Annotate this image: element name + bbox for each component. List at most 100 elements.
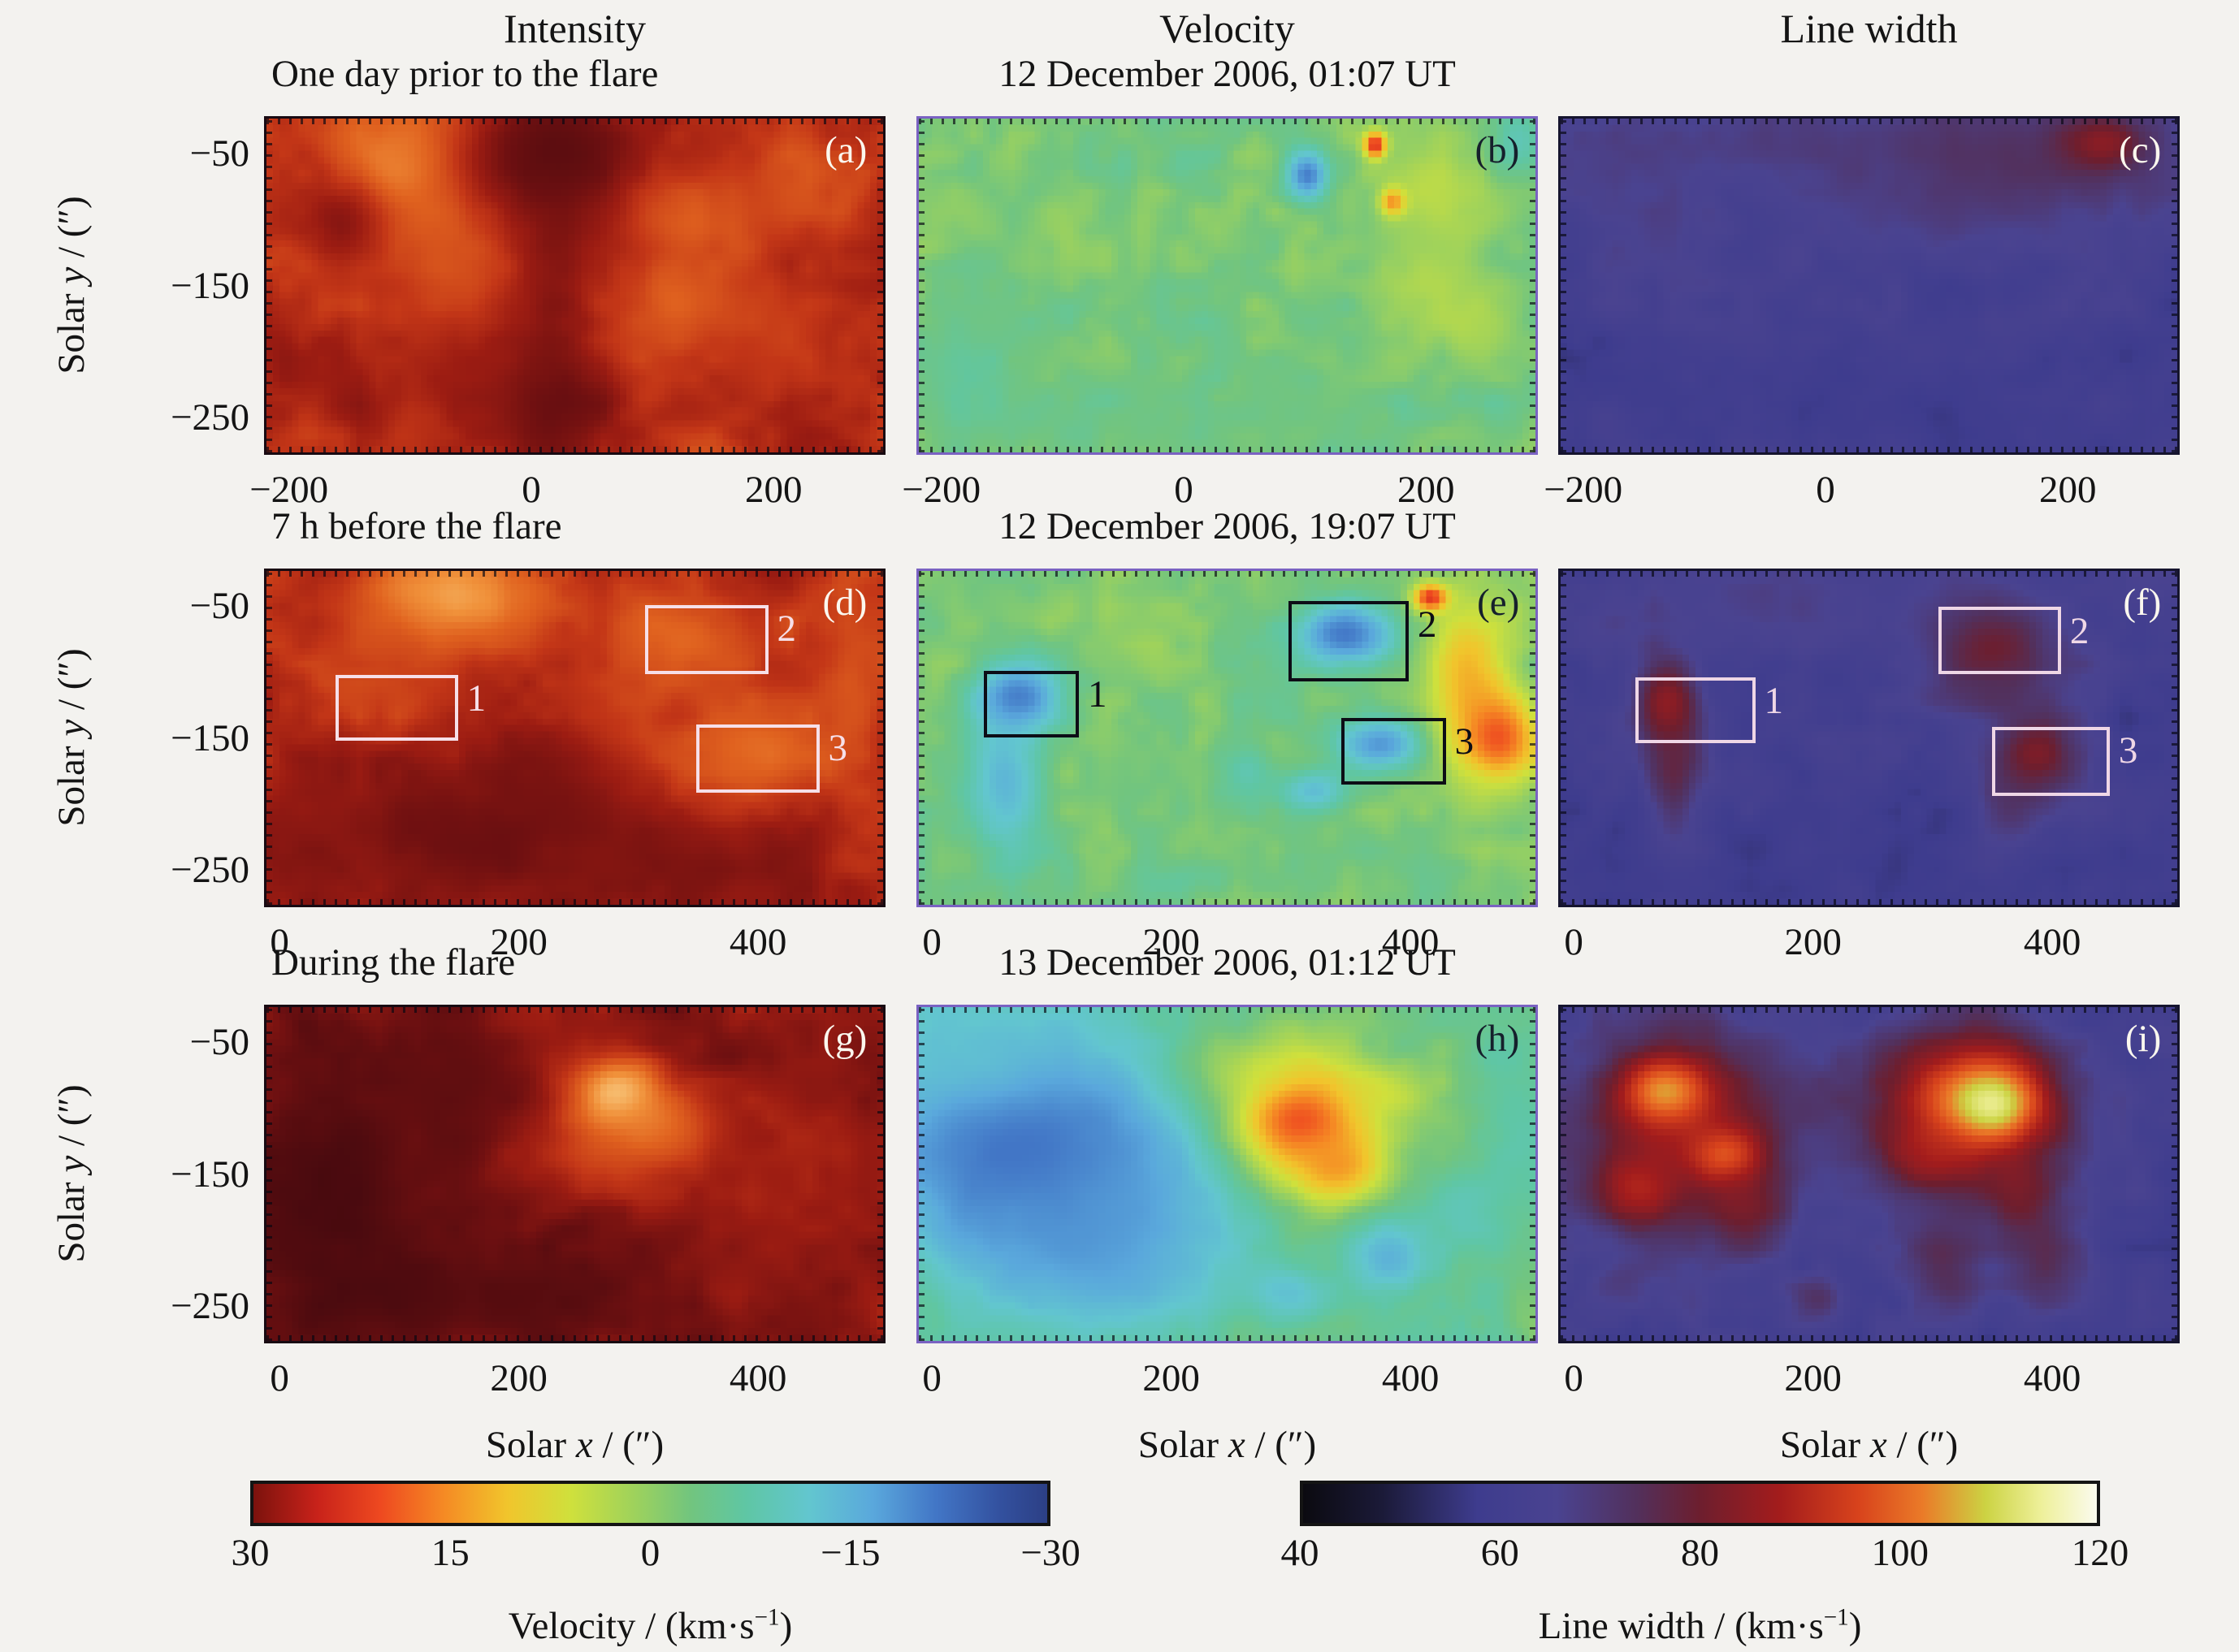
row-title-2: 7 h before the flare	[271, 505, 562, 547]
roi-label-e-1: 1	[1087, 673, 1107, 716]
x-axis-label-pre: Solar	[1137, 1424, 1228, 1466]
roi-box-e-1	[983, 671, 1080, 738]
panel-letter-a: (a)	[825, 129, 868, 172]
linewidth-caption-pre: Line width / (km·s	[1538, 1605, 1824, 1647]
velocity-colorbar-tick-2: 15	[431, 1532, 470, 1574]
x-axis-label-var: x	[575, 1424, 593, 1466]
velocity-caption-post: )	[779, 1605, 793, 1647]
y-tick-row3-2: −150	[170, 1153, 249, 1196]
row-time-title-2: 12 December 2006, 19:07 UT	[998, 505, 1456, 547]
y-tick-row2-1: −50	[189, 585, 249, 628]
x-tick-row2-col1-2: 200	[490, 921, 548, 963]
column-header-linewidth-text: Line width	[1780, 6, 1958, 51]
x-tick-row2-col3-2: 200	[1784, 921, 1842, 963]
column-header-velocity-text: Velocity	[1159, 6, 1295, 51]
velocity-colorbar-tick-5: −30	[1020, 1532, 1081, 1574]
x-tick-row1-col1-1: −200	[249, 469, 329, 511]
x-tick-row2-col2-1: 0	[922, 921, 942, 963]
velocity-colorbar-tick-1: 30	[231, 1532, 270, 1574]
roi-label-f-3: 3	[2118, 729, 2138, 772]
x-axis-label-pre: Solar	[485, 1424, 576, 1466]
panel-letter-b: (b)	[1475, 129, 1520, 172]
column-header-intensity-text: Intensity	[504, 6, 646, 51]
x-tick-row2-col2-2: 200	[1142, 921, 1200, 963]
y-tick-row1-2: −150	[170, 264, 249, 307]
y-tick-row3-1: −50	[189, 1021, 249, 1064]
linewidth-colorbar-ticks: 40 60 80 100 120	[1281, 1531, 2129, 1583]
x-axis-label-var: x	[1869, 1424, 1887, 1466]
panel-f: 1 2 3 (f)	[1558, 569, 2180, 907]
y-tick-row3-3: −250	[170, 1284, 249, 1327]
x-tick-row3-col3-3: 400	[2023, 1357, 2081, 1399]
roi-box-f-3	[1991, 726, 2111, 796]
row-title-3: During the flare	[271, 941, 516, 984]
linewidth-colorbar: 40 60 80 100 120 Line width / (km·s−1)	[1281, 1481, 2129, 1648]
heatmap-i	[1561, 1007, 2177, 1341]
roi-label-e-2: 2	[1418, 603, 1437, 647]
column-header-velocity: Velocity	[916, 5, 1538, 52]
panel-letter-e: (e)	[1477, 582, 1520, 625]
velocity-caption-sup: −1	[754, 1604, 780, 1631]
y-tick-row1-1: −50	[189, 132, 249, 175]
x-tick-row3-col1-2: 200	[490, 1357, 548, 1399]
x-tick-row2-col3-3: 400	[2023, 921, 2081, 963]
x-axis-label-col-2: Solar x / (″)	[916, 1423, 1538, 1467]
linewidth-colorbar-gradient	[1300, 1481, 2100, 1526]
linewidth-colorbar-caption: Line width / (km·s−1)	[1300, 1604, 2100, 1648]
roi-box-f-1	[1635, 677, 1756, 744]
x-tick-row2-col1-1: 0	[270, 921, 289, 963]
velocity-colorbar-caption: Velocity / (km·s−1)	[250, 1604, 1050, 1648]
x-axis-label-var: x	[1228, 1424, 1245, 1466]
linewidth-colorbar-tick-1: 40	[1280, 1532, 1319, 1574]
x-axis-label-col-1: Solar x / (″)	[264, 1423, 886, 1467]
roi-label-f-2: 2	[2069, 609, 2090, 652]
panel-letter-h: (h)	[1475, 1018, 1520, 1061]
column-header-intensity: Intensity	[264, 5, 886, 52]
velocity-caption-pre: Velocity / (km·s	[508, 1605, 755, 1647]
roi-box-f-2	[1938, 607, 2062, 674]
y-tick-row2-2: −150	[170, 716, 249, 759]
x-tick-row3-col1-3: 400	[729, 1357, 787, 1399]
heatmap-c	[1561, 119, 2177, 452]
velocity-colorbar-ticks: 30 15 0 −15 −30	[232, 1531, 1081, 1583]
panel-g: (g)	[264, 1005, 886, 1343]
x-tick-row1-col3-1: −200	[1544, 469, 1623, 511]
x-tick-row1-col3-3: 200	[2039, 469, 2097, 511]
x-tick-row3-col2-2: 200	[1142, 1357, 1200, 1399]
x-tick-row2-col1-3: 400	[729, 921, 787, 963]
velocity-colorbar-gradient	[250, 1481, 1050, 1526]
x-tick-row3-col1-1: 0	[270, 1357, 289, 1399]
roi-label-f-1: 1	[1764, 679, 1783, 722]
linewidth-caption-post: )	[1848, 1605, 1862, 1647]
roi-box-e-3	[1340, 717, 1446, 785]
y-axis-label-post: / (″)	[50, 196, 93, 267]
x-tick-row3-col3-2: 200	[1784, 1357, 1842, 1399]
row-title-1: One day prior to the flare	[271, 53, 659, 95]
panel-c: (c)	[1558, 116, 2180, 455]
panel-e: 1 2 3 (e)	[916, 569, 1538, 907]
linewidth-colorbar-tick-2: 60	[1480, 1532, 1519, 1574]
heatmap-h	[919, 1007, 1535, 1341]
roi-box-d-2	[645, 605, 769, 674]
heatmap-b	[919, 119, 1535, 452]
x-tick-row3-col2-3: 400	[1381, 1357, 1440, 1399]
panel-letter-c: (c)	[2119, 129, 2162, 172]
roi-label-d-1: 1	[466, 677, 487, 720]
y-axis-label-post: / (″)	[50, 1084, 93, 1156]
panel-letter-f: (f)	[2123, 582, 2162, 625]
x-axis-label-post: / (″)	[592, 1424, 665, 1466]
x-tick-row1-col2-3: 200	[1397, 469, 1455, 511]
x-tick-row3-col3-1: 0	[1564, 1357, 1583, 1399]
roi-label-d-3: 3	[828, 727, 847, 770]
heatmap-g	[266, 1007, 883, 1341]
roi-label-d-2: 2	[777, 608, 796, 651]
linewidth-colorbar-tick-4: 100	[1871, 1532, 1929, 1574]
y-tick-row2-3: −250	[170, 848, 249, 891]
x-tick-row2-col2-3: 400	[1381, 921, 1440, 963]
panel-b: (b)	[916, 116, 1538, 455]
x-tick-row1-col1-2: 0	[522, 469, 541, 511]
row-time-title-1: 12 December 2006, 01:07 UT	[998, 53, 1456, 95]
x-tick-row1-col1-3: 200	[745, 469, 803, 511]
x-tick-row1-col2-2: 0	[1174, 469, 1193, 511]
